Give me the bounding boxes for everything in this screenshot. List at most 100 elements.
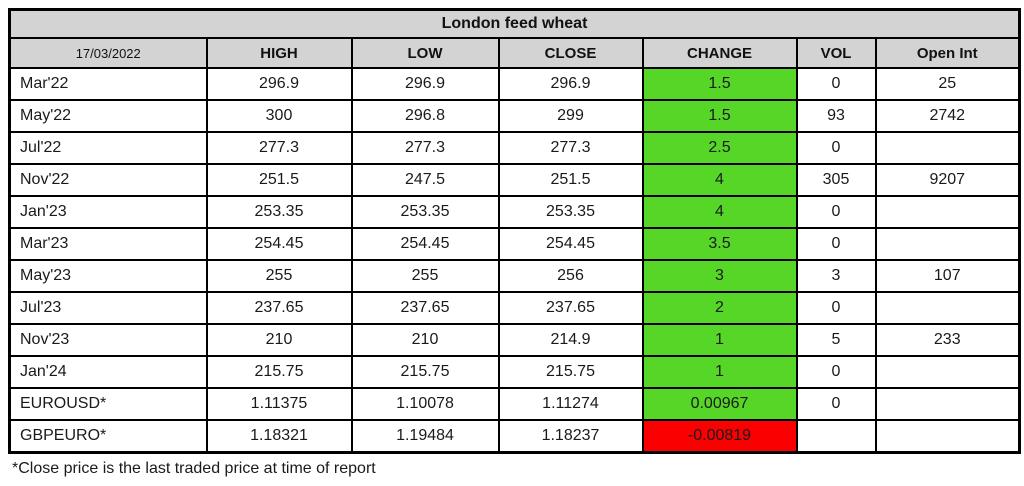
contract-label: Jul'22	[8, 131, 208, 165]
vol-value: 0	[795, 227, 877, 261]
contract-label: Nov'23	[8, 323, 208, 357]
change-value: 3	[641, 259, 798, 293]
col-header-close: CLOSE	[497, 37, 644, 69]
table-row: Jul'22 277.3 277.3 277.3 2.5 0	[8, 131, 1021, 165]
table-row: Jan'24 215.75 215.75 215.75 1 0	[8, 355, 1021, 389]
close-value: 253.35	[497, 195, 644, 229]
low-value: 247.5	[350, 163, 500, 197]
high-value: 296.9	[205, 67, 353, 101]
close-value: 256	[497, 259, 644, 293]
contract-label: Mar'22	[8, 67, 208, 101]
openint-value	[874, 227, 1021, 261]
low-value: 254.45	[350, 227, 500, 261]
openint-value	[874, 387, 1021, 421]
low-value: 296.8	[350, 99, 500, 133]
vol-value: 305	[795, 163, 877, 197]
contract-label: Mar'23	[8, 227, 208, 261]
openint-value: 9207	[874, 163, 1021, 197]
high-value: 254.45	[205, 227, 353, 261]
close-value: 296.9	[497, 67, 644, 101]
high-value: 1.11375	[205, 387, 353, 421]
openint-value	[874, 419, 1021, 454]
contract-label: May'22	[8, 99, 208, 133]
footnote: *Close price is the last traded price at…	[12, 460, 376, 477]
table-row: GBPEURO* 1.18321 1.19484 1.18237 -0.0081…	[8, 419, 1021, 454]
close-value: 254.45	[497, 227, 644, 261]
openint-value: 2742	[874, 99, 1021, 133]
vol-value: 93	[795, 99, 877, 133]
table-row: Mar'22 296.9 296.9 296.9 1.5 0 25	[8, 67, 1021, 101]
vol-value: 0	[795, 67, 877, 101]
change-value: 1	[641, 355, 798, 389]
table-row: May'22 300 296.8 299 1.5 93 2742	[8, 99, 1021, 133]
vol-value: 0	[795, 291, 877, 325]
change-value: -0.00819	[641, 419, 798, 454]
vol-value: 0	[795, 195, 877, 229]
vol-value: 5	[795, 323, 877, 357]
openint-value: 233	[874, 323, 1021, 357]
table-header-row: 17/03/2022 HIGH LOW CLOSE CHANGE VOL Ope…	[8, 37, 1021, 69]
low-value: 210	[350, 323, 500, 357]
low-value: 255	[350, 259, 500, 293]
vol-value: 3	[795, 259, 877, 293]
col-header-vol: VOL	[795, 37, 877, 69]
col-header-change: CHANGE	[641, 37, 798, 69]
table-row: Mar'23 254.45 254.45 254.45 3.5 0	[8, 227, 1021, 261]
table-row: Jan'23 253.35 253.35 253.35 4 0	[8, 195, 1021, 229]
high-value: 215.75	[205, 355, 353, 389]
change-value: 2.5	[641, 131, 798, 165]
close-value: 277.3	[497, 131, 644, 165]
high-value: 255	[205, 259, 353, 293]
low-value: 277.3	[350, 131, 500, 165]
close-value: 299	[497, 99, 644, 133]
table-title-row: London feed wheat	[8, 8, 1021, 39]
contract-label: Jan'24	[8, 355, 208, 389]
close-value: 215.75	[497, 355, 644, 389]
close-value: 1.11274	[497, 387, 644, 421]
contract-label: Jul'23	[8, 291, 208, 325]
low-value: 237.65	[350, 291, 500, 325]
change-value: 0.00967	[641, 387, 798, 421]
low-value: 1.10078	[350, 387, 500, 421]
change-value: 1	[641, 323, 798, 357]
contract-label: EUROUSD*	[8, 387, 208, 421]
col-header-openint: Open Int	[874, 37, 1021, 69]
low-value: 1.19484	[350, 419, 500, 454]
close-value: 1.18237	[497, 419, 644, 454]
high-value: 1.18321	[205, 419, 353, 454]
table-row: Jul'23 237.65 237.65 237.65 2 0	[8, 291, 1021, 325]
vol-value: 0	[795, 387, 877, 421]
vol-value	[795, 419, 877, 454]
table-row: EUROUSD* 1.11375 1.10078 1.11274 0.00967…	[8, 387, 1021, 421]
low-value: 253.35	[350, 195, 500, 229]
close-value: 214.9	[497, 323, 644, 357]
openint-value	[874, 291, 1021, 325]
contract-label: May'23	[8, 259, 208, 293]
openint-value	[874, 131, 1021, 165]
openint-value: 25	[874, 67, 1021, 101]
openint-value: 107	[874, 259, 1021, 293]
change-value: 1.5	[641, 99, 798, 133]
table-row: Nov'23 210 210 214.9 1 5 233	[8, 323, 1021, 357]
change-value: 3.5	[641, 227, 798, 261]
contract-label: GBPEURO*	[8, 419, 208, 454]
table-row: Nov'22 251.5 247.5 251.5 4 305 9207	[8, 163, 1021, 197]
high-value: 253.35	[205, 195, 353, 229]
table-row: May'23 255 255 256 3 3 107	[8, 259, 1021, 293]
close-value: 237.65	[497, 291, 644, 325]
openint-value	[874, 195, 1021, 229]
table-title: London feed wheat	[8, 8, 1021, 39]
low-value: 296.9	[350, 67, 500, 101]
close-value: 251.5	[497, 163, 644, 197]
table-body: Mar'22 296.9 296.9 296.9 1.5 0 25 May'22…	[8, 67, 1021, 454]
contract-label: Nov'22	[8, 163, 208, 197]
vol-value: 0	[795, 131, 877, 165]
contract-label: Jan'23	[8, 195, 208, 229]
vol-value: 0	[795, 355, 877, 389]
report-date: 17/03/2022	[8, 37, 208, 69]
col-header-low: LOW	[350, 37, 500, 69]
change-value: 4	[641, 163, 798, 197]
high-value: 210	[205, 323, 353, 357]
high-value: 237.65	[205, 291, 353, 325]
high-value: 300	[205, 99, 353, 133]
